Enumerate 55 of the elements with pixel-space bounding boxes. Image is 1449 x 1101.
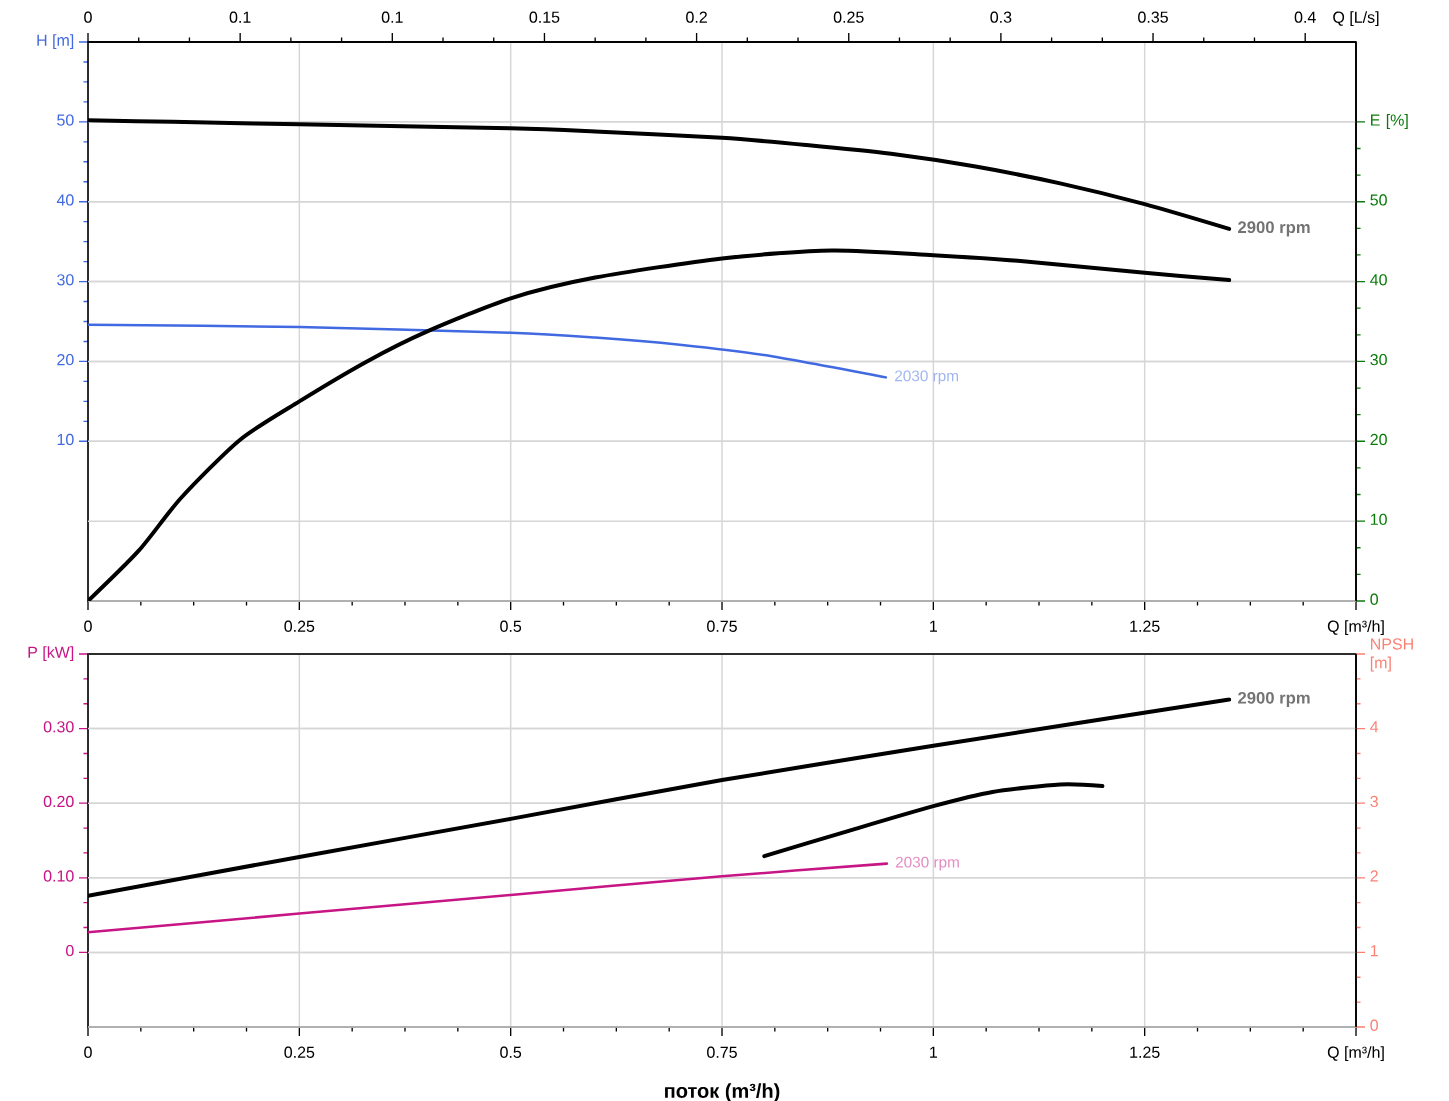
line-series bbox=[88, 862, 889, 934]
y2-tick-label: E [%] bbox=[1371, 114, 1408, 129]
y2-tick-label: 30 bbox=[1370, 353, 1387, 366]
x2-tick-label: 0.15 bbox=[529, 11, 560, 23]
y-tick-label: H [m] bbox=[37, 34, 74, 50]
x-tick-label: Q [m³/h] bbox=[1327, 1046, 1384, 1062]
series-label: 2030 rpm bbox=[895, 856, 959, 871]
y2-tick-label: NPSH [m] bbox=[1370, 638, 1413, 672]
x2-tick-label: 0.2 bbox=[686, 11, 707, 23]
x-tick-label: 1.25 bbox=[1130, 620, 1160, 632]
y2-tick-label: 10 bbox=[1370, 513, 1387, 526]
y-tick-label: 0.20 bbox=[43, 795, 74, 808]
y-tick-label: 50 bbox=[57, 114, 74, 126]
y2-tick-label: 4 bbox=[1370, 721, 1379, 733]
series-label: 2900 rpm bbox=[1238, 221, 1310, 237]
y-tick-label: 40 bbox=[56, 194, 74, 206]
x2-tick-label: 0.25 bbox=[833, 11, 864, 23]
y2-tick-label: 3 bbox=[1370, 795, 1378, 808]
x-axis-title: поток (m³/h) bbox=[665, 1083, 780, 1101]
x-tick-label: 0 bbox=[84, 1046, 92, 1058]
x2-tick-label: 0.1 bbox=[381, 11, 403, 23]
x2-tick-label: 0.3 bbox=[990, 11, 1012, 23]
y2-tick-label: 20 bbox=[1370, 433, 1387, 446]
x2-tick-label: 0.35 bbox=[1138, 11, 1168, 23]
y-tick-label: 0.10 bbox=[43, 870, 74, 882]
x-tick-label: 1.25 bbox=[1130, 1046, 1160, 1058]
x2-tick-label: 0 bbox=[84, 11, 92, 23]
x2-tick-label: 0.4 bbox=[1294, 11, 1316, 23]
x2-axis-title: Q [L/s] bbox=[1333, 11, 1379, 27]
y-tick-label: 0 bbox=[66, 944, 74, 957]
series-label: 2900 rpm bbox=[1238, 691, 1310, 708]
y2-tick-label: 1 bbox=[1370, 945, 1378, 957]
y-tick-label: P [kW] bbox=[28, 646, 74, 662]
x-tick-label: 0 bbox=[84, 620, 92, 632]
line-series bbox=[88, 323, 888, 379]
y-tick-label: 10 bbox=[57, 433, 74, 446]
x-tick-label: 1 bbox=[930, 1046, 938, 1058]
y2-tick-label: 0 bbox=[1370, 1019, 1378, 1031]
y2-tick-label: 0 bbox=[1370, 593, 1378, 605]
y2-tick-label: 50 bbox=[1370, 194, 1387, 206]
x-tick-label: Q [m³/h] bbox=[1327, 620, 1384, 636]
x-tick-label: 0.5 bbox=[500, 1046, 522, 1058]
y-tick-label: 30 bbox=[57, 274, 74, 286]
y2-tick-label: 2 bbox=[1370, 870, 1378, 882]
series-label: 2030 rpm bbox=[895, 370, 958, 385]
x-tick-label: 1 bbox=[930, 620, 938, 632]
x-tick-label: 0.75 bbox=[707, 620, 737, 632]
x-tick-label: 0.5 bbox=[500, 620, 522, 632]
x2-tick-label: 0.1 bbox=[229, 11, 251, 23]
y-tick-label: 0.30 bbox=[43, 721, 74, 733]
y2-tick-label: 40 bbox=[1370, 274, 1387, 286]
x-tick-label: 0.25 bbox=[284, 620, 315, 632]
x-tick-label: 0.25 bbox=[284, 1046, 315, 1058]
x-tick-label: 0.75 bbox=[707, 1046, 737, 1058]
y-tick-label: 20 bbox=[57, 353, 74, 366]
